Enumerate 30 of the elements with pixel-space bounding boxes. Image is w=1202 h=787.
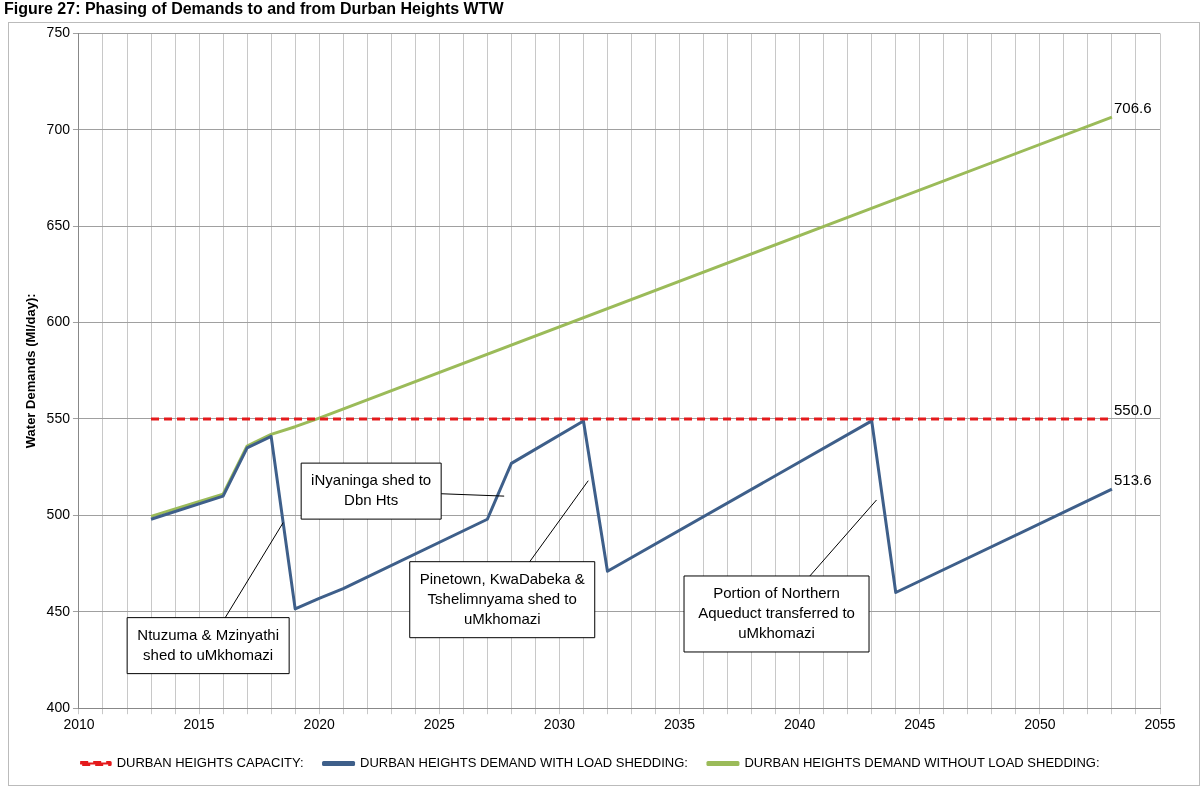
- x-tick-label: 2040: [784, 716, 816, 733]
- x-tick-label: 2010: [63, 716, 95, 733]
- x-tick-label: 2030: [543, 716, 576, 733]
- x-tick-label: 2045: [904, 716, 936, 733]
- x-tick-label: 2050: [1024, 716, 1056, 733]
- y-tick-label: 500: [46, 506, 71, 523]
- y-tick-label: 400: [46, 699, 71, 716]
- y-axis-title: Water Demands (Ml/day):: [23, 293, 39, 449]
- x-tick-label: 2020: [303, 716, 335, 733]
- annotation: Portion of Northern Aqueduct transferred to uMkhomazi: [698, 584, 855, 642]
- y-tick-label: 700: [46, 120, 71, 137]
- legend-label: DURBAN HEIGHTS DEMAND WITHOUT LOAD SHEDDING:: [744, 755, 1100, 771]
- x-tick-label: 2015: [183, 716, 215, 733]
- y-tick-label: 650: [46, 217, 71, 234]
- data-label: 706.6: [1113, 99, 1152, 117]
- x-tick-label: 2035: [663, 716, 696, 733]
- y-tick-label: 550: [46, 409, 71, 426]
- annotation: Ntuzuma & Mzinyathi shed to uMkhomazi: [137, 625, 280, 663]
- legend-label: DURBAN HEIGHTS CAPACITY:: [116, 755, 304, 771]
- annotation: Pinetown, KwaDabeka & Tshelimnyama shed to uMkhomazi: [419, 569, 585, 627]
- annotation: iNyaninga shed to Dbn Hts: [311, 471, 432, 509]
- y-tick-label: 450: [46, 602, 71, 619]
- x-tick-label: 2025: [423, 716, 456, 733]
- x-tick-label: 2055: [1144, 716, 1176, 733]
- data-label: 513.6: [1113, 471, 1152, 489]
- legend-label: DURBAN HEIGHTS DEMAND WITH LOAD SHEDDING:: [360, 755, 688, 771]
- y-tick-label: 600: [46, 313, 71, 330]
- chart-title: Figure 27: Phasing of Demands to and from Durban Heights WTW: [4, 0, 504, 19]
- y-tick-label: 750: [46, 24, 71, 41]
- data-label: 550.0: [1113, 401, 1152, 419]
